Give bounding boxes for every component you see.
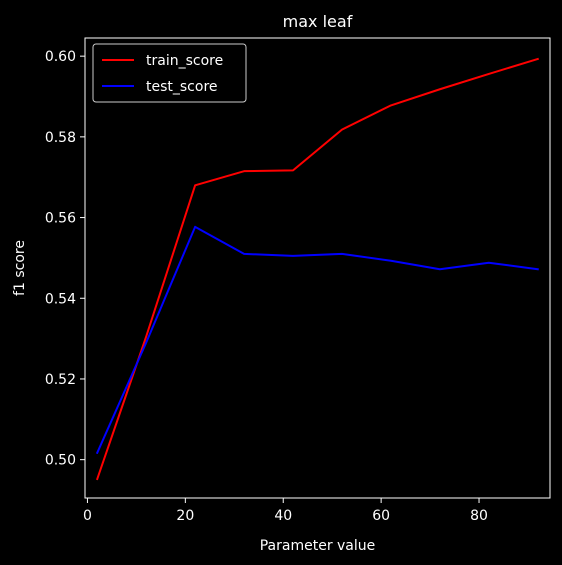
x-tick-label: 40 — [274, 508, 292, 524]
y-tick-label: 0.60 — [45, 49, 76, 65]
y-tick-label: 0.58 — [45, 130, 76, 146]
y-tick-label: 0.56 — [45, 211, 76, 227]
legend-box — [92, 43, 247, 103]
legend: train_score test_score — [92, 43, 247, 103]
x-axis: 0 20 40 60 80 — [83, 498, 488, 524]
plot-frame — [84, 37, 551, 499]
x-axis-label: Parameter value — [260, 538, 376, 554]
legend-label-train_score: train_score — [146, 53, 223, 69]
y-tick-label: 0.54 — [45, 291, 76, 307]
x-tick-label: 0 — [83, 508, 92, 524]
series-line-test_score — [95, 225, 539, 455]
legend-label-test_score: test_score — [146, 79, 218, 95]
y-axis: 0.50 0.52 0.54 0.56 0.58 0.60 — [45, 49, 85, 469]
series-line-train_score — [95, 57, 540, 481]
plot-area — [95, 57, 540, 481]
chart-title: max leaf — [283, 12, 353, 31]
x-tick-label: 60 — [372, 508, 390, 524]
y-tick-label: 0.52 — [45, 372, 76, 388]
y-axis-label: f1 score — [12, 240, 28, 296]
y-tick-label: 0.50 — [45, 453, 76, 469]
x-tick-label: 20 — [176, 508, 194, 524]
x-tick-label: 80 — [470, 508, 488, 524]
